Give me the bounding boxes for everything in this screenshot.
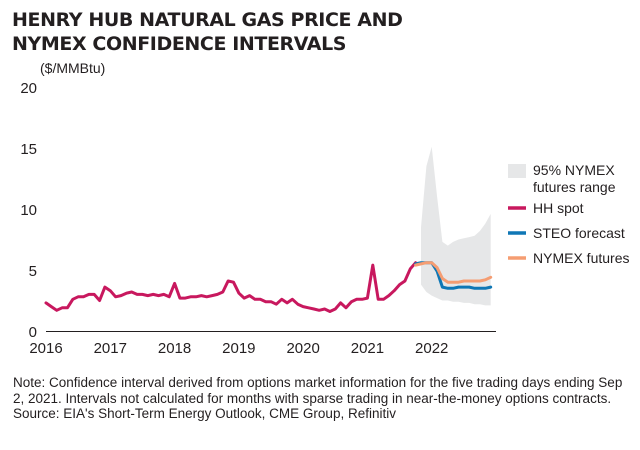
legend-label-hh-spot: HH spot [533,200,584,216]
chart-title: HENRY HUB NATURAL GAS PRICE AND NYMEX CO… [12,8,452,56]
x-tick-label-5: 2021 [351,340,384,357]
x-tick-label-1: 2017 [94,340,127,357]
x-tick-label-6: 2022 [415,340,448,357]
confidence-band [421,146,491,306]
legend-swatch-band [508,164,526,178]
chart-title-line-2: NYMEX CONFIDENCE INTERVALS [12,33,347,55]
y-tick-label-2: 10 [20,202,37,219]
legend-label-steo-forecast: STEO forecast [533,225,625,241]
y-tick-label-4: 20 [20,80,37,97]
chart-svg: 0 5 10 15 20 2016 2017 2018 2019 2020 2021 2022 95% … [20,80,629,357]
legend-label-band: 95% NYMEX futures range [533,162,616,195]
legend-label-nymex-futures: NYMEX futures [533,250,629,266]
y-tick-label-0: 0 [29,324,37,341]
y-axis-unit-label: ($/MMBtu) [40,60,106,76]
chart-title-line-1: HENRY HUB NATURAL GAS PRICE AND [12,9,403,31]
note-text: Note: Confidence interval derived from o… [13,375,623,406]
source-text: Source: EIA's Short-Term Energy Outlook,… [13,406,396,421]
series-line-nymex-futures [414,261,493,284]
x-tick-label-3: 2019 [222,340,255,357]
series-line-hh-spot [44,261,418,313]
x-tick-label-2: 2018 [158,340,191,357]
footnotes: Note: Confidence interval derived from o… [13,375,628,422]
y-tick-label-3: 15 [20,141,37,158]
x-tick-label-4: 2020 [286,340,319,357]
y-tick-label-1: 5 [29,263,37,280]
x-tick-label-0: 2016 [29,340,62,357]
